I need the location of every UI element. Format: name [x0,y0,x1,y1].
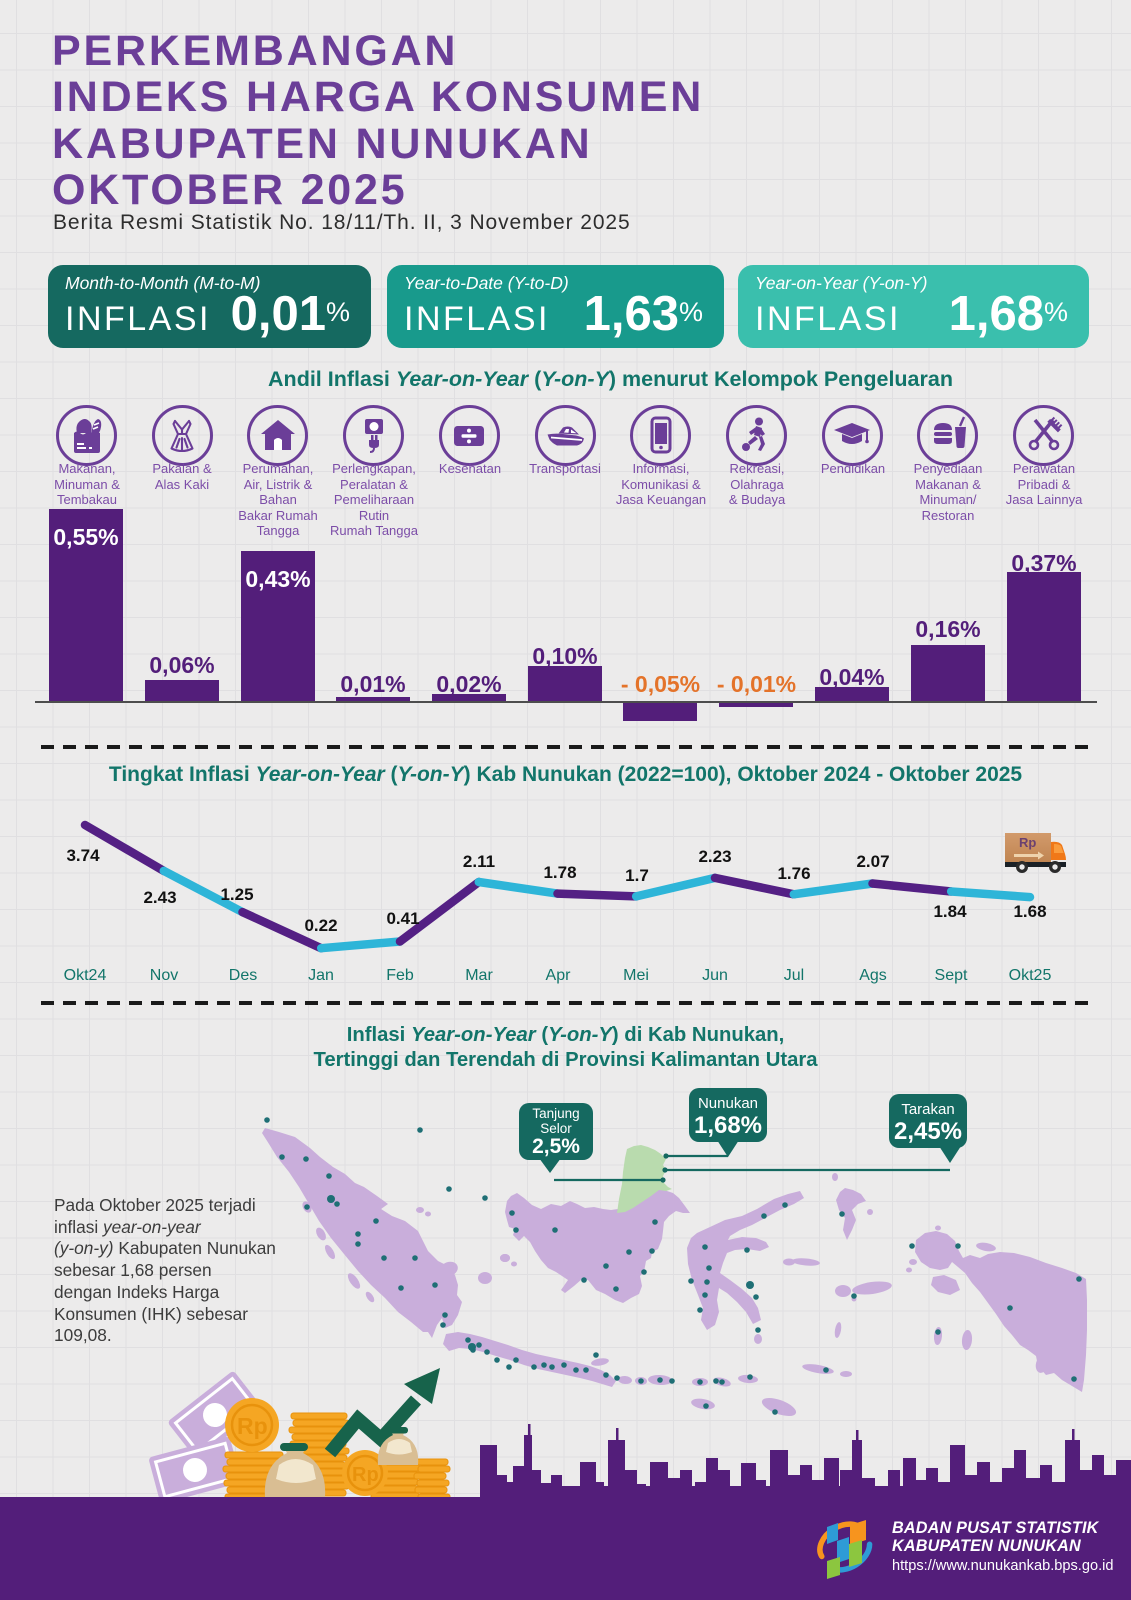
svg-text:Rp: Rp [1019,835,1036,850]
svg-text:Rp: Rp [237,1413,268,1439]
svg-text:Rp: Rp [352,1464,379,1486]
